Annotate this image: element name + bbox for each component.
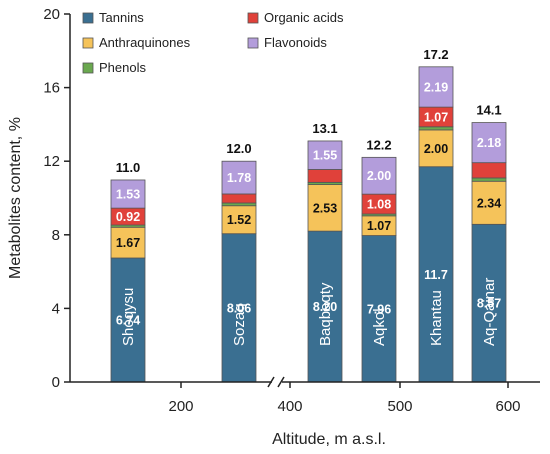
bar-segment-phenols	[418, 126, 454, 131]
data-label: 1.67	[116, 236, 140, 250]
y-tick-label: 20	[43, 6, 60, 23]
bar-segment-flavonoids	[471, 122, 507, 164]
legend-swatch	[247, 12, 259, 24]
bar-stack: 7.96 1.07 1.08 2.00 12.2 Aqkol	[361, 137, 397, 383]
data-label: 2.19	[424, 80, 448, 94]
legend-swatch	[82, 12, 94, 24]
data-label: 1.55	[313, 149, 337, 163]
bar-segment-anthraquinones	[221, 205, 257, 235]
axis-break-mark	[267, 376, 275, 388]
total-label: 12.0	[226, 141, 251, 156]
data-label: 2.00	[424, 142, 448, 156]
bar-segment-tannins	[361, 235, 397, 383]
legend-label: Tannins	[99, 10, 144, 25]
y-tick-label: 12	[43, 153, 60, 170]
data-label: 1.78	[227, 171, 251, 185]
data-label: 1.08	[367, 198, 391, 212]
legend-label: Phenols	[99, 60, 146, 75]
x-axis: 200 400 500 600	[70, 376, 540, 415]
bar-segment-tannins	[418, 166, 454, 383]
bar-segment-organic-acids	[471, 162, 507, 179]
bar-segment-organic-acids	[307, 169, 343, 183]
legend-item: Anthraquinones	[82, 35, 191, 50]
legend-swatch	[82, 62, 94, 74]
bar-segment-tannins	[471, 223, 507, 383]
site-label: Aq-Qainar	[481, 278, 498, 346]
bar-stack: 8.20 2.53 1.55 13.1 Baqbaqty	[307, 121, 343, 383]
data-label: 2.53	[313, 201, 337, 215]
x-tick-label: 500	[387, 398, 412, 415]
data-label: 8.20	[313, 300, 337, 314]
y-axis-title: Metabolites content, %	[7, 117, 24, 279]
total-label: 14.1	[476, 103, 501, 118]
x-tick-label: 200	[168, 398, 193, 415]
y-tick-label: 0	[52, 374, 60, 391]
y-tick-label: 8	[52, 227, 60, 244]
site-label: Aqkol	[371, 308, 388, 346]
data-label: 1.07	[367, 219, 391, 233]
y-tick-label: 4	[52, 300, 60, 317]
bar-stack: 11.7 2.00 1.07 2.19 17.2 Khantau	[418, 47, 454, 383]
total-label: 12.2	[366, 137, 391, 152]
data-label: 1.07	[424, 110, 448, 124]
site-label: Sozaq	[231, 303, 248, 346]
bar-segment-flavonoids	[361, 156, 397, 195]
bar-segment-flavonoids	[221, 160, 257, 195]
bar-segment-phenols	[471, 177, 507, 182]
data-label: 11.7	[424, 268, 448, 282]
total-label: 17.2	[423, 47, 448, 62]
bar-segment-flavonoids	[110, 179, 146, 209]
legend-item: Flavonoids	[247, 35, 327, 50]
data-label: 1.52	[227, 213, 251, 227]
data-label: 2.00	[367, 169, 391, 183]
site-label: Khantau	[428, 290, 445, 346]
x-axis-title: Altitude, m a.s.l.	[272, 431, 386, 448]
total-label: 11.0	[116, 160, 141, 175]
legend: Tannins Organic acids Anthraquinones Flavon…	[82, 10, 344, 75]
data-label: 2.34	[477, 196, 501, 210]
legend-item: Phenols	[82, 60, 146, 75]
bar-segment-anthraquinones	[307, 184, 343, 232]
bar-stack: 8.06 1.52 1.78 12.0 Sozaq	[221, 141, 257, 383]
legend-label: Anthraquinones	[99, 35, 191, 50]
bar-segment-anthraquinones	[110, 226, 146, 259]
site-label: Shoqysu	[120, 288, 137, 346]
x-tick-label: 600	[495, 398, 520, 415]
bar-stack: 6.74 1.67 0.92 1.53 11.0 Shoqysu	[110, 160, 146, 383]
site-label: Baqbaqty	[317, 282, 334, 346]
legend-item: Organic acids	[247, 10, 344, 25]
bar-segment-flavonoids	[307, 140, 343, 170]
axis-break-mark	[277, 376, 285, 388]
data-label: 2.18	[477, 136, 501, 150]
x-tick-label: 400	[277, 398, 302, 415]
legend-swatch	[82, 37, 94, 49]
data-label: 0.92	[116, 210, 140, 224]
total-label: 13.1	[312, 121, 337, 136]
bar-segment-phenols	[221, 202, 257, 207]
data-label: 8.06	[227, 301, 251, 315]
y-axis: 0 4 8 12 16 20	[43, 6, 71, 391]
bar-segment-flavonoids	[418, 66, 454, 108]
legend-label: Flavonoids	[264, 35, 327, 50]
legend-label: Organic acids	[264, 10, 344, 25]
legend-item: Tannins	[82, 10, 144, 25]
bar-segment-anthraquinones	[471, 180, 507, 225]
bars: 6.74 1.67 0.92 1.53 11.0 Shoqysu 8.06 1.52 1.78 1…	[110, 47, 507, 383]
legend-swatch	[247, 37, 259, 49]
bar-stack: 8.57 2.34 2.18 14.1 Aq-Qainar	[471, 103, 507, 383]
data-label: 1.53	[116, 188, 140, 202]
y-tick-label: 16	[43, 80, 60, 97]
data-label: 8.57	[477, 297, 501, 311]
data-label: 7.96	[367, 302, 391, 316]
bar-segment-organic-acids	[221, 193, 257, 204]
data-label: 6.74	[116, 313, 140, 327]
